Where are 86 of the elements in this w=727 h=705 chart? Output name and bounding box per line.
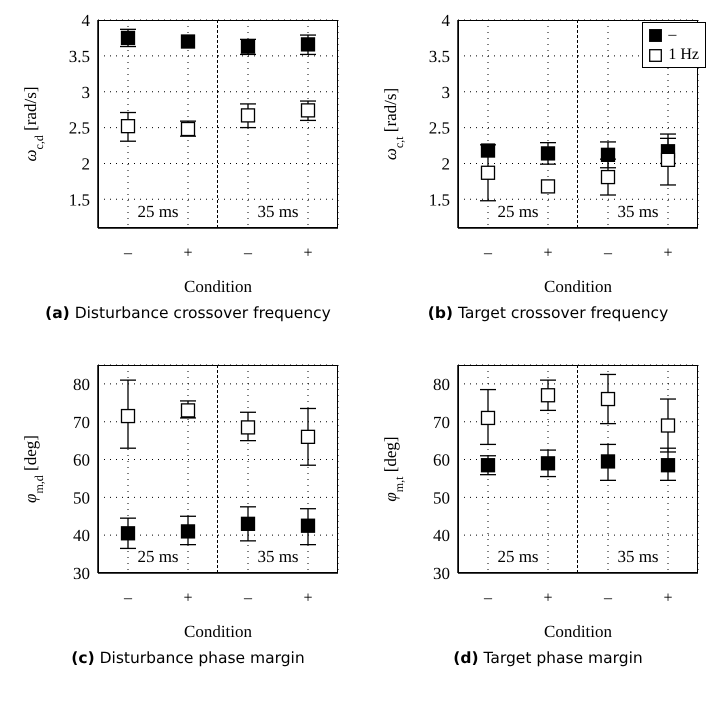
y-tick-label: 4 [442,11,450,30]
x-tick-label: – [483,589,493,606]
y-tick-label: 80 [73,374,90,394]
x-tick-label: – [243,589,253,606]
x-tick-label: + [543,589,553,606]
x-tick-label: – [123,244,133,262]
y-tick-label: 2 [442,154,450,174]
point [300,37,316,52]
annotation: 35 ms [616,201,660,223]
point [540,388,556,402]
x-tick-label: + [543,244,553,262]
point [480,410,496,426]
annotation: 25 ms [496,201,540,223]
x-axis-title: Condition [184,622,252,641]
text: (b) Target crossover frequency [426,304,670,322]
point [480,143,496,158]
y-tick-label: 1.5 [428,190,450,210]
y-tick-label: 40 [433,526,450,546]
x-tick-label: + [183,589,193,606]
point [600,392,616,406]
x-axis-title: Condition [544,622,612,641]
point [180,524,196,539]
y-tick-label: 60 [73,450,90,470]
text: (a) Disturbance crossover frequency [44,304,332,322]
point [480,166,496,180]
x-tick-label: + [663,244,673,262]
x-tick-label: + [663,589,673,606]
y-tick-label: 3 [442,82,450,102]
point [300,430,316,444]
point [660,458,676,472]
point [240,420,256,435]
x-tick-label: – [603,589,613,606]
text: (c) Disturbance phase margin [70,649,306,667]
point [120,119,136,134]
y-tick-label: 60 [433,450,450,470]
x-tick-label: – [603,244,613,262]
annotation: 35 ms [256,201,300,223]
point [660,418,676,433]
y-tick-label: 4 [82,11,90,30]
x-tick-label: – [123,589,133,606]
point [240,516,256,531]
y-tick-label: 3.5 [428,46,450,66]
x-axis-title: Condition [544,277,612,296]
y-tick-label: 70 [73,412,90,432]
point [540,179,556,194]
point [540,146,556,161]
annotation: 35 ms [616,546,660,568]
x-tick-label: + [303,244,313,262]
y-tick-label: 3.5 [68,46,90,66]
y-tick-label: 2.5 [68,118,90,138]
point [600,454,616,469]
y-tick-label: 30 [73,564,90,584]
point [480,458,496,472]
x-tick-label: – [243,244,253,262]
y-tick-label: 1.5 [68,190,90,210]
x-axis-title: Condition [184,277,252,296]
x-tick-label: – [483,244,493,262]
point [300,518,316,533]
point [240,108,256,123]
point [300,103,316,118]
y-tick-label: 2 [82,154,90,174]
point [180,403,196,418]
point [180,34,196,49]
y-tick-label: 70 [433,412,450,432]
x-tick-label: + [303,589,313,606]
point [660,152,676,168]
annotation: 25 ms [136,201,180,223]
y-tick-label: 2.5 [428,118,450,138]
legend-label: – [668,25,676,45]
point [600,170,616,184]
y-tick-label: 3 [82,82,90,102]
annotation: 35 ms [256,546,300,568]
x-tick-label: + [183,244,193,262]
y-tick-label: 30 [433,564,450,584]
legend-label: 1 Hz [668,45,699,65]
point [600,148,616,162]
point [120,408,136,424]
y-tick-label: 50 [73,488,90,508]
point [120,526,136,540]
text: (d) Target phase margin [452,649,644,667]
annotation: 25 ms [496,546,540,568]
y-tick-label: 80 [433,374,450,394]
y-tick-label: 40 [73,526,90,546]
annotation: 25 ms [136,546,180,568]
y-tick-label: 50 [433,488,450,508]
point [540,456,556,470]
